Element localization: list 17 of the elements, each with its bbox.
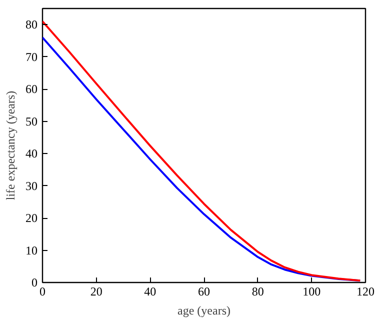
x-axis-title: age (years): [178, 304, 230, 318]
y-axis-title: life expectancy (years): [4, 90, 18, 200]
y-tick-label: 0: [32, 276, 38, 290]
y-tick-label: 60: [26, 82, 38, 96]
x-tick-label: 60: [198, 284, 210, 298]
y-tick-label: 20: [26, 211, 38, 226]
y-tick-label: 80: [26, 18, 38, 32]
y-tick-label: 70: [26, 50, 38, 64]
y-tick-label: 50: [26, 114, 38, 128]
y-tick-label: 30: [26, 178, 38, 193]
y-tick-label: 40: [26, 146, 38, 161]
x-tick-label: 40: [144, 284, 156, 298]
y-tick-label: 10: [26, 243, 38, 258]
x-tick-label: 80: [252, 284, 264, 298]
x-tick-label: 100: [302, 284, 321, 298]
x-tick-label: 20: [90, 284, 102, 298]
x-tick-label: 120: [356, 284, 374, 298]
